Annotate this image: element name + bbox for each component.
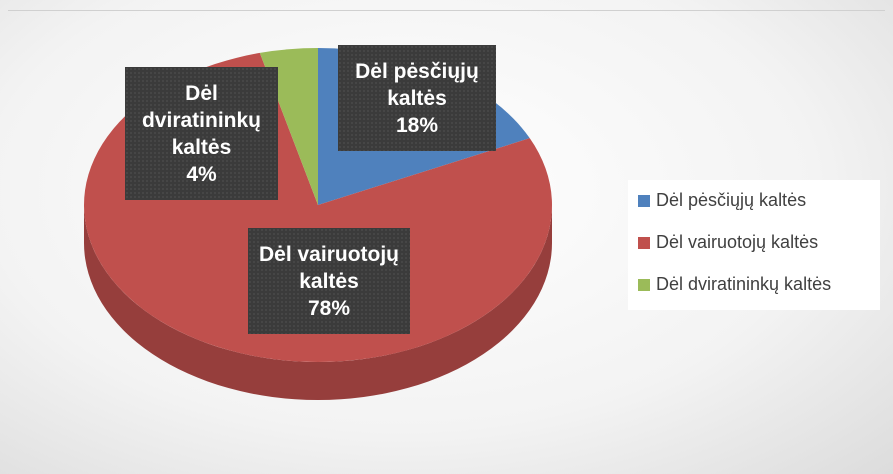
data-label-category: Dėl vairuotojų kaltės: [258, 242, 400, 293]
data-label: Dėl dviratininkų kaltės 4%: [125, 67, 278, 200]
legend-item: Dėl vairuotojų kaltės: [638, 232, 818, 253]
legend-swatch: [638, 194, 650, 207]
data-label-value: 4%: [186, 162, 217, 186]
slice-side: [84, 205, 552, 400]
legend-label: Dėl dviratininkų kaltės: [656, 274, 832, 294]
legend-label: Dėl pėsčiųjų kaltės: [656, 190, 807, 210]
legend-swatch: [638, 236, 650, 249]
data-label-category: Dėl dviratininkų kaltės: [141, 81, 262, 159]
data-label-value: 18%: [395, 113, 439, 137]
legend-item: Dėl dviratininkų kaltės: [638, 274, 831, 295]
data-label-value: 78%: [307, 296, 351, 320]
legend-swatch: [638, 278, 650, 291]
legend: Dėl pėsčiųjų kaltės Dėl vairuotojų kaltės…: [628, 180, 880, 310]
legend-item: Dėl pėsčiųjų kaltės: [638, 190, 806, 211]
data-label-category: Dėl pėsčiųjų kaltės: [355, 59, 479, 110]
legend-label: Dėl vairuotojų kaltės: [656, 232, 819, 252]
data-label: Dėl vairuotojų kaltės 78%: [248, 228, 410, 334]
chart-frame: [8, 10, 885, 464]
data-label: Dėl pėsčiųjų kaltės 18%: [338, 45, 496, 151]
